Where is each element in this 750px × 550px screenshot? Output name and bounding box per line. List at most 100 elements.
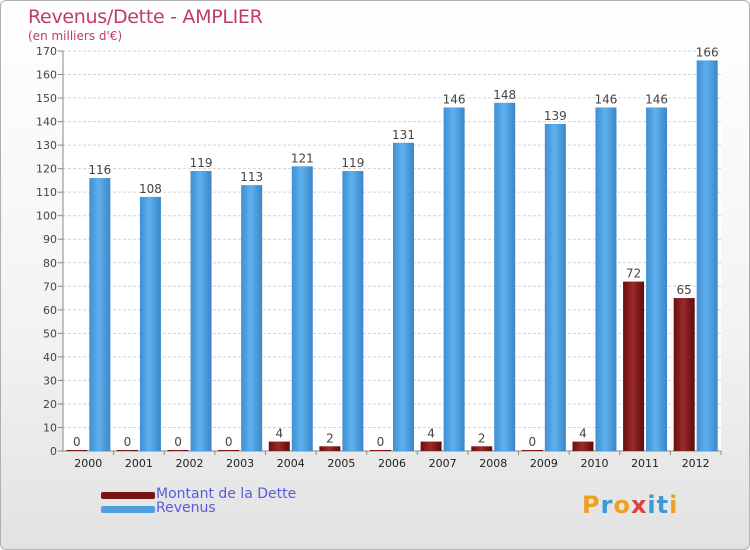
data-label-revenus: 116 — [88, 163, 111, 177]
data-label-revenus: 113 — [240, 170, 263, 184]
bar-revenus — [696, 60, 718, 451]
bar-dette — [572, 441, 594, 451]
data-label-dette: 2 — [326, 431, 334, 445]
bar-revenus — [494, 102, 516, 451]
data-label-dette: 72 — [626, 267, 641, 281]
data-label-revenus: 139 — [544, 109, 567, 123]
bar-dette — [218, 450, 240, 451]
bar-dette — [370, 450, 391, 451]
bar-dette — [673, 298, 695, 451]
bar-revenus — [89, 178, 111, 451]
data-label-revenus: 146 — [645, 92, 668, 106]
legend-swatch-revenus — [101, 506, 155, 513]
logo-letter: P — [582, 491, 601, 519]
x-tick-label: 2006 — [378, 457, 406, 470]
bar-revenus — [443, 107, 465, 452]
data-label-revenus: 146 — [595, 92, 618, 106]
logo-letter: t — [656, 491, 670, 519]
bar-revenus — [139, 196, 161, 451]
x-tick-label: 2012 — [682, 457, 710, 470]
bar-revenus — [342, 171, 364, 451]
bar-dette — [319, 446, 341, 451]
logo-letter: i — [669, 491, 679, 519]
x-tick-label: 2007 — [429, 457, 457, 470]
x-tick-label: 2005 — [327, 457, 355, 470]
x-tick-label: 2009 — [530, 457, 558, 470]
data-label-revenus: 166 — [696, 45, 719, 59]
bar-dette — [66, 450, 88, 451]
x-tick-label: 2004 — [277, 457, 305, 470]
data-label-dette: 65 — [677, 283, 692, 297]
x-tick-label: 2011 — [631, 457, 659, 470]
bar-dette — [167, 450, 189, 451]
y-tick-label: 80 — [43, 257, 57, 270]
y-tick-label: 60 — [43, 304, 57, 317]
y-tick-label: 0 — [50, 445, 57, 458]
data-label-revenus: 121 — [291, 151, 314, 165]
bar-revenus — [646, 107, 668, 452]
bar-revenus — [595, 107, 617, 452]
bar-dette — [521, 450, 543, 451]
y-tick-label: 50 — [43, 327, 57, 340]
logo-letter: x — [630, 491, 648, 519]
y-tick-label: 140 — [36, 116, 57, 129]
bar-revenus — [544, 123, 566, 452]
x-tick-label: 2001 — [125, 457, 153, 470]
y-tick-label: 90 — [43, 233, 57, 246]
y-tick-label: 100 — [36, 210, 57, 223]
y-tick-label: 130 — [36, 139, 57, 152]
data-label-dette: 4 — [427, 427, 435, 441]
data-label-revenus: 108 — [139, 182, 162, 196]
y-tick-label: 20 — [43, 398, 57, 411]
logo-letter: i — [647, 491, 657, 519]
chart-subtitle: (en milliers d'€) — [28, 29, 123, 43]
data-label-dette: 2 — [478, 431, 486, 445]
y-tick-label: 170 — [36, 45, 57, 58]
data-label-revenus: 119 — [341, 156, 364, 170]
plot-area — [63, 51, 721, 451]
legend-swatch-dette — [101, 492, 155, 499]
data-label-dette: 4 — [275, 427, 283, 441]
data-label-dette: 0 — [174, 435, 182, 449]
data-label-revenus: 148 — [493, 88, 516, 102]
chart-title: Revenus/Dette - AMPLIER — [28, 6, 263, 28]
y-tick-label: 110 — [36, 186, 57, 199]
data-label-dette: 0 — [73, 435, 81, 449]
y-tick-label: 40 — [43, 351, 57, 364]
data-label-dette: 4 — [579, 427, 587, 441]
data-label-dette: 0 — [124, 435, 132, 449]
x-tick-label: 2003 — [226, 457, 254, 470]
data-label-revenus: 119 — [190, 156, 213, 170]
data-label-revenus: 146 — [443, 92, 466, 106]
y-tick-label: 30 — [43, 374, 57, 387]
x-tick-label: 2010 — [580, 457, 608, 470]
bar-dette — [268, 441, 290, 451]
bar-dette — [471, 446, 493, 451]
y-tick-label: 10 — [43, 421, 57, 434]
x-tick-label: 2000 — [74, 457, 102, 470]
bar-dette — [420, 441, 442, 451]
bar-revenus — [393, 142, 414, 451]
logo-letter: o — [613, 491, 631, 519]
y-tick-label: 160 — [36, 69, 57, 82]
x-tick-label: 2002 — [176, 457, 204, 470]
data-label-dette: 0 — [225, 435, 233, 449]
data-label-revenus: 131 — [392, 128, 415, 142]
legend-label-dette: Montant de la Dette — [156, 486, 297, 502]
y-tick-label: 120 — [36, 163, 57, 176]
bar-dette — [623, 281, 645, 451]
x-tick-label: 2008 — [479, 457, 507, 470]
data-label-dette: 0 — [529, 435, 537, 449]
y-tick-label: 70 — [43, 280, 57, 293]
data-label-dette: 0 — [377, 435, 385, 449]
legend-label-revenus: Revenus — [156, 500, 216, 516]
bar-revenus — [291, 166, 313, 451]
bar-revenus — [190, 171, 212, 451]
bar-dette — [116, 450, 138, 451]
bar-revenus — [241, 185, 263, 451]
logo-letter: r — [600, 491, 614, 519]
y-tick-label: 150 — [36, 92, 57, 105]
proxiti-logo: Proxiti — [582, 491, 678, 519]
